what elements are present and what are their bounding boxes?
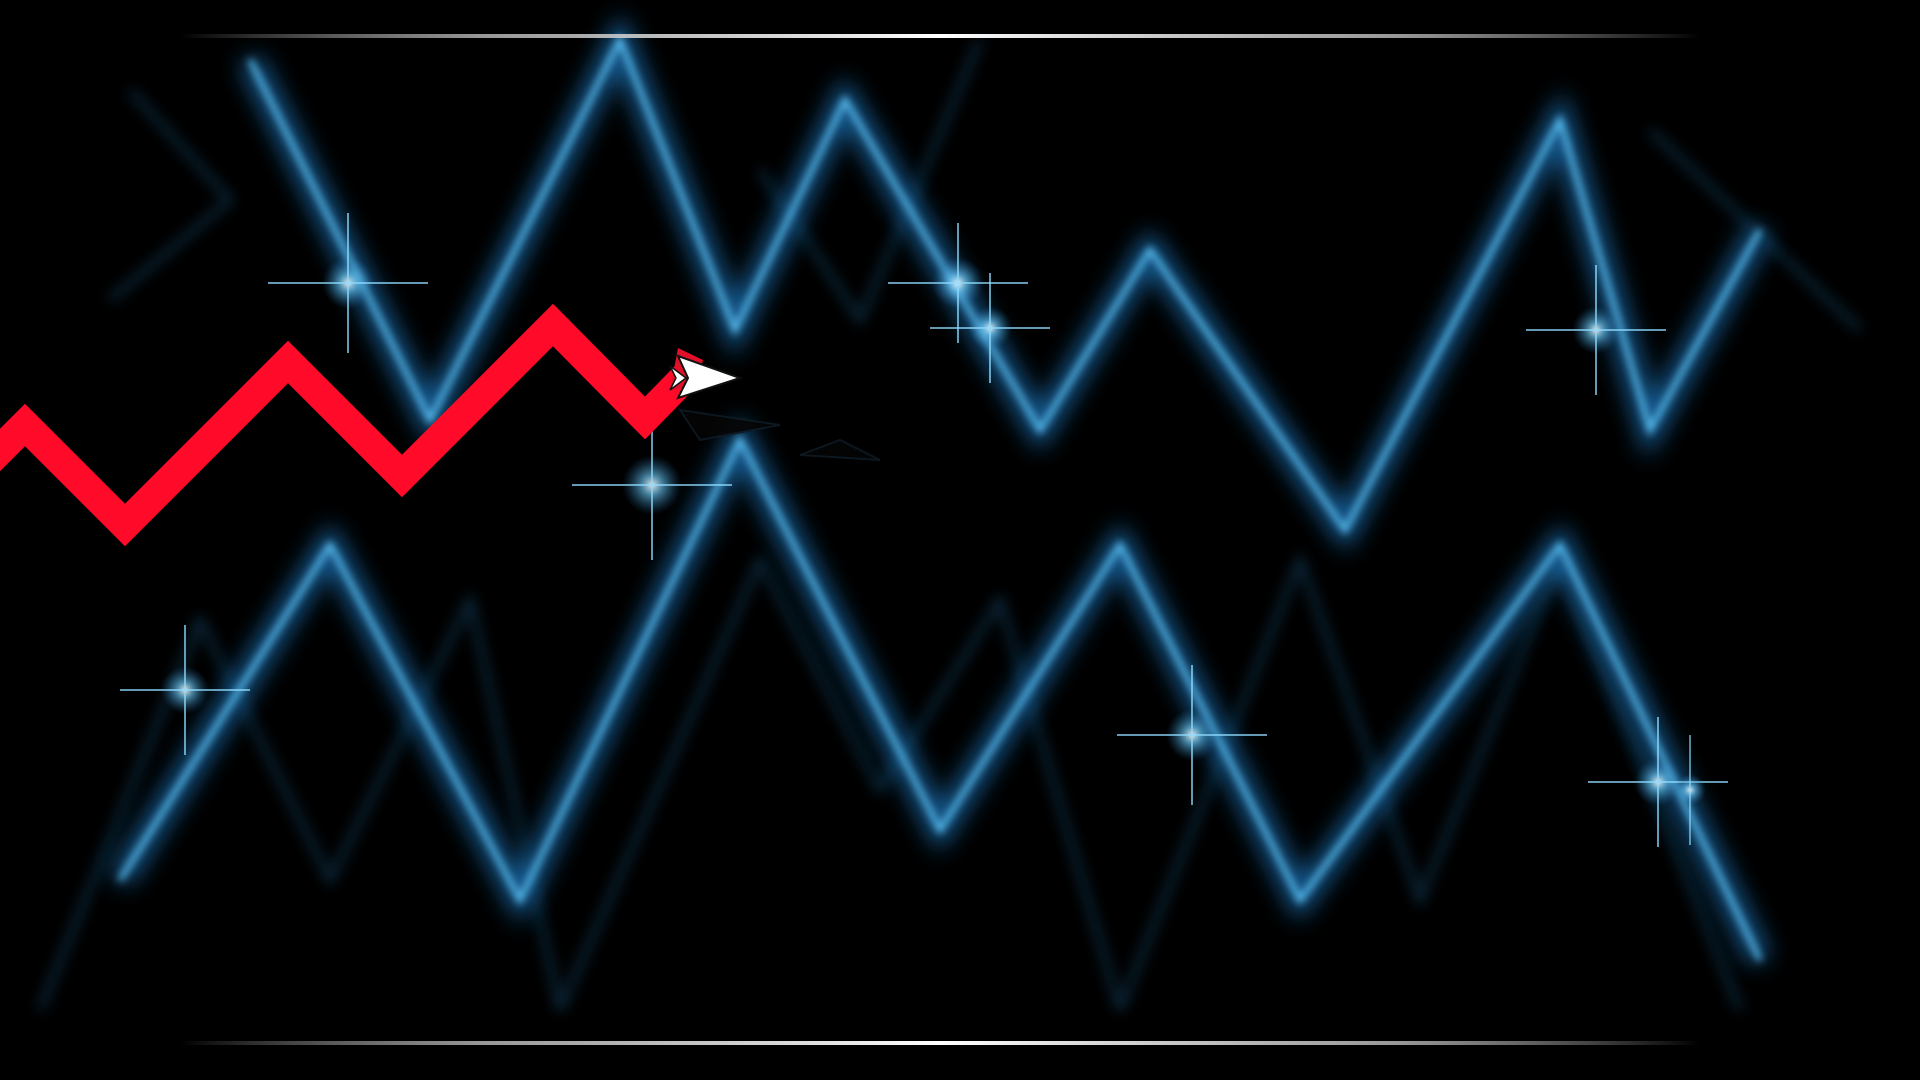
top-boundary-line	[180, 34, 1700, 38]
upper-hazard-zigzag	[247, 33, 1763, 535]
sparkle-icon	[1117, 665, 1267, 805]
sparkle-icon	[888, 223, 1028, 343]
sparkle-decorations	[120, 213, 1728, 847]
dark-obstacle-blocks	[677, 408, 881, 461]
sparkle-icon	[1674, 735, 1706, 845]
sparkle-icon	[572, 410, 732, 560]
lower-hazard-zigzag	[117, 434, 1763, 962]
sparkle-icon	[1588, 717, 1728, 847]
sparkle-icon	[930, 273, 1050, 383]
player-wave-trail	[0, 303, 701, 547]
sparkle-icon	[268, 213, 428, 353]
upper-hazard-zigzag-glow	[240, 13, 1770, 552]
player-wave-icon	[669, 348, 744, 400]
sparkle-icon	[120, 625, 250, 755]
sparkle-icon	[1526, 265, 1666, 395]
bottom-boundary-line	[180, 1041, 1700, 1045]
